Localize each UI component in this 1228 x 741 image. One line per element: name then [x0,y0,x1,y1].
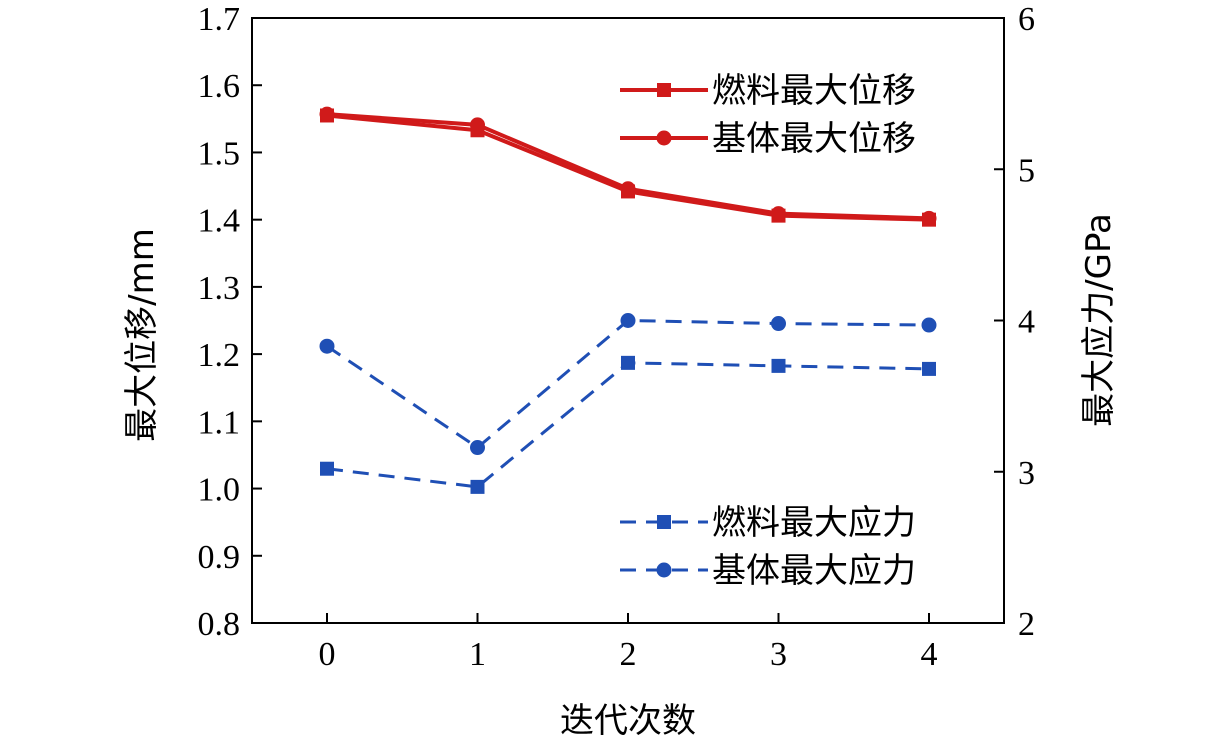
y-right-tick-label: 2 [1018,606,1035,643]
legend-item: 基体最大应力 [620,551,916,591]
data-point [319,338,335,354]
y-left-tick-label: 1.3 [198,270,241,307]
legend-label: 燃料最大应力 [712,503,916,543]
data-point [771,316,786,332]
series-3 [320,355,936,494]
x-tick-label: 3 [770,636,787,673]
legend-marker [657,515,671,529]
legend-marker [657,83,671,97]
x-axis-label: 迭代次数 [560,701,696,741]
data-point [319,106,335,122]
legend-label: 燃料最大位移 [712,71,916,111]
y-right-tick-label: 3 [1018,455,1035,492]
data-point [470,479,485,494]
legend-item: 基体最大位移 [620,119,916,159]
series-line [326,361,930,489]
legend-marker [656,130,672,146]
legend-label: 基体最大位移 [712,119,916,159]
x-tick-label: 0 [319,636,336,673]
data-point [621,355,635,370]
x-tick-label: 4 [921,636,938,673]
data-point [771,206,786,222]
series-2 [319,106,937,226]
ticks: 0 1 2 3 4 0.8 0.9 1.0 1.1 1.2 1.3 1.4 1.5 1.6 1.7 2 3 4 5 6 [198,1,1036,673]
x-tick-label: 2 [620,636,637,673]
series-layer [319,106,937,494]
y-axis-left-label: 最大位移/mm [122,228,162,442]
y-right-tick-label: 5 [1018,152,1035,189]
data-point [470,440,485,456]
series-4 [319,313,937,456]
y-right-tick-label: 6 [1018,1,1035,38]
y-left-tick-label: 1.4 [198,203,241,240]
data-point [620,181,636,197]
y-left-tick-label: 1.2 [198,337,241,374]
legend-marker [656,562,672,578]
data-point [771,358,786,373]
y-left-tick-label: 1.1 [198,404,241,441]
y-left-tick-label: 1.5 [198,135,241,172]
data-point [320,461,334,476]
data-point [921,210,937,226]
y-right-tick-label: 4 [1018,304,1035,341]
x-tick-label: 1 [469,636,486,673]
data-point [470,117,485,133]
y-left-tick-label: 1.6 [198,68,241,105]
data-point [922,361,936,376]
y-axis-right-label: 最大应力/GPa [1079,213,1119,427]
series-line [326,318,930,450]
legend-label: 基体最大应力 [712,551,916,591]
data-point [620,313,636,328]
data-point [921,317,937,333]
y-left-tick-label: 0.8 [198,606,241,643]
y-left-tick-label: 1.7 [198,1,241,38]
legend-item: 燃料最大应力 [620,503,916,543]
legend-item: 燃料最大位移 [620,71,916,111]
y-left-tick-label: 0.9 [198,539,241,576]
y-left-tick-label: 1.0 [198,472,241,509]
